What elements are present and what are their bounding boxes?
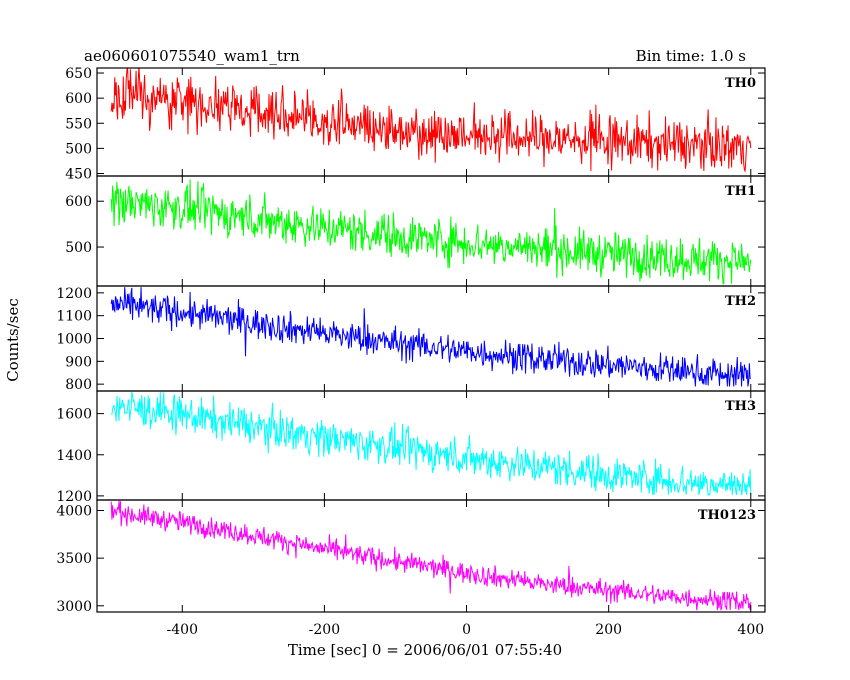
y-tick-label: 1100	[56, 309, 92, 325]
y-tick-label: 900	[65, 354, 92, 370]
series-line-th2	[110, 287, 752, 387]
panel-th1: 500 600 TH1	[65, 175, 766, 287]
y-tick-label: 800	[65, 377, 92, 393]
panels-group: 450 500 550 600 650 TH0 500 600 TH1 800 900 1000 110…	[56, 66, 766, 615]
y-tick-label: 3500	[56, 551, 92, 567]
y-tick-label: 450	[65, 166, 92, 182]
series-line-th0	[110, 68, 752, 173]
y-tick-label: 1000	[56, 332, 92, 348]
chart-title: ae060601075540_wam1_trn	[84, 47, 300, 65]
panel-label: TH2	[725, 294, 756, 309]
x-axis-title: Time [sec] 0 = 2006/06/01 07:55:40	[288, 641, 562, 659]
y-tick-label: 550	[65, 116, 92, 132]
y-tick-label: 3000	[56, 599, 92, 615]
y-tick-label: 500	[65, 141, 92, 157]
y-tick-label: 4000	[56, 503, 92, 519]
panel-th0123: 3000 3500 4000 TH0123	[56, 499, 766, 615]
y-tick-label: 600	[65, 91, 92, 107]
x-tick-label: 200	[595, 622, 622, 638]
y-tick-label: 1600	[56, 407, 92, 423]
y-tick-label: 650	[65, 66, 92, 82]
panel-th3: 1200 1400 1600 TH3	[56, 390, 766, 505]
bin-time-label: Bin time: 1.0 s	[636, 47, 746, 65]
panel-frame	[96, 285, 766, 392]
y-tick-label: 1200	[56, 489, 92, 505]
y-tick-label: 1400	[56, 448, 92, 464]
y-tick-label: 500	[65, 240, 92, 256]
panel-label: TH0	[725, 76, 756, 91]
series-line-th0123	[110, 500, 752, 611]
panel-label: TH0123	[698, 508, 756, 523]
panel-label: TH3	[725, 399, 756, 414]
panel-frame	[96, 499, 766, 613]
panel-th0: 450 500 550 600 650 TH0	[65, 66, 766, 182]
panel-label: TH1	[725, 184, 756, 199]
panel-th2: 800 900 1000 1100 1200 TH2	[56, 285, 766, 393]
x-tick-label: -200	[309, 622, 340, 638]
series-line-th1	[110, 179, 752, 285]
y-tick-label: 600	[65, 194, 92, 210]
x-axis: -400 -200 0 200 400	[167, 622, 765, 638]
x-tick-label: 0	[462, 622, 471, 638]
panel-frame	[96, 390, 766, 501]
x-tick-label: -400	[167, 622, 198, 638]
y-axis-title: Counts/sec	[4, 298, 22, 382]
series-line-th3	[110, 391, 752, 496]
y-tick-label: 1200	[56, 286, 92, 302]
x-tick-label: 400	[737, 622, 764, 638]
